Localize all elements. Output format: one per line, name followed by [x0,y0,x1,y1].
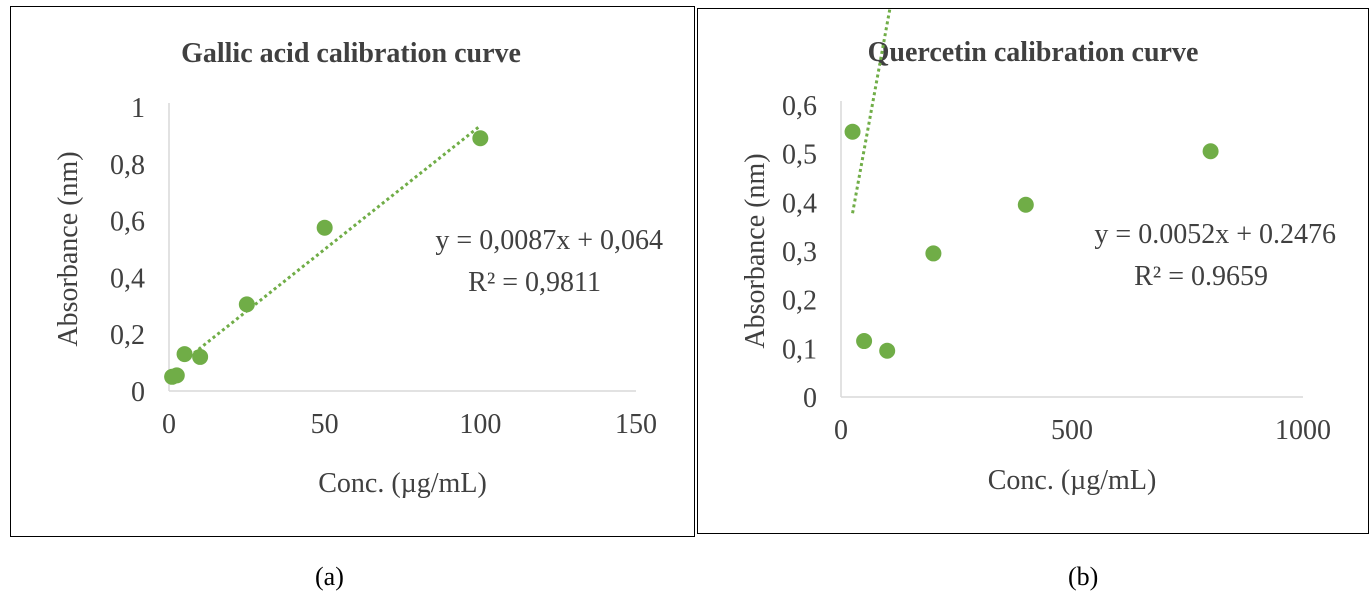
trendline-equation: y = 0.0052x + 0.2476 [1094,219,1336,250]
r-squared-label: R² = 0,9811 [468,267,601,298]
y-tick-label: 0,2 [782,286,817,317]
caption-a: (a) [315,562,344,591]
x-axis-label: Conc. (µg/mL) [988,465,1157,496]
trendline [183,124,482,362]
y-tick-label: 0,1 [782,334,817,365]
x-tick-label: 0 [162,409,176,440]
x-tick-label: 50 [311,409,339,440]
chart-svg-quercetin: Quercetin calibration curve 0 500 1000 0 0,1 0… [740,9,1336,496]
data-point [316,219,333,236]
data-point [925,245,942,262]
data-point [472,130,489,147]
x-tick-label: 100 [459,409,501,440]
y-tick-label: 0,6 [110,207,145,238]
data-point [176,346,193,363]
chart-svg-gallic-acid: Gallic acid calibration curve 0 50 100 150 0 0… [53,38,663,499]
chart-panel-gallic-acid: Gallic acid calibration curve 0 50 100 150 0 0… [10,6,695,537]
chart-panel-quercetin: Quercetin calibration curve 0 500 1000 0 0,1 0… [697,8,1369,534]
data-point [1017,196,1034,213]
x-tick-label: 0 [834,415,848,446]
data-point [238,296,255,313]
y-axis-label: Absorbance (nm) [740,153,771,348]
y-tick-label: 0,4 [782,188,817,219]
data-point [1202,143,1219,160]
x-tick-label: 1000 [1275,415,1331,446]
caption-b: (b) [1068,562,1099,591]
y-tick-label: 0,8 [110,150,145,181]
y-tick-label: 0,2 [110,320,145,351]
y-tick-label: 1 [131,93,145,124]
data-point [168,367,185,384]
y-tick-label: 0,3 [782,237,817,268]
y-tick-label: 0 [803,383,817,414]
data-point [856,333,873,350]
y-tick-label: 0 [131,377,145,408]
x-tick-label: 150 [615,409,657,440]
r-squared-label: R² = 0.9659 [1134,261,1268,292]
chart-title: Quercetin calibration curve [868,37,1199,68]
chart-title: Gallic acid calibration curve [181,38,521,69]
y-axis-label: Absorbance (nm) [53,151,84,346]
y-tick-label: 0,6 [782,91,817,122]
y-tick-label: 0,5 [782,140,817,171]
x-axis-label: Conc. (µg/mL) [318,468,487,499]
data-point [879,342,896,359]
y-tick-label: 0,4 [110,263,145,294]
data-point [192,348,209,365]
x-tick-label: 500 [1051,415,1093,446]
data-point [844,123,861,140]
trendline-equation: y = 0,0087x + 0,064 [435,225,663,256]
